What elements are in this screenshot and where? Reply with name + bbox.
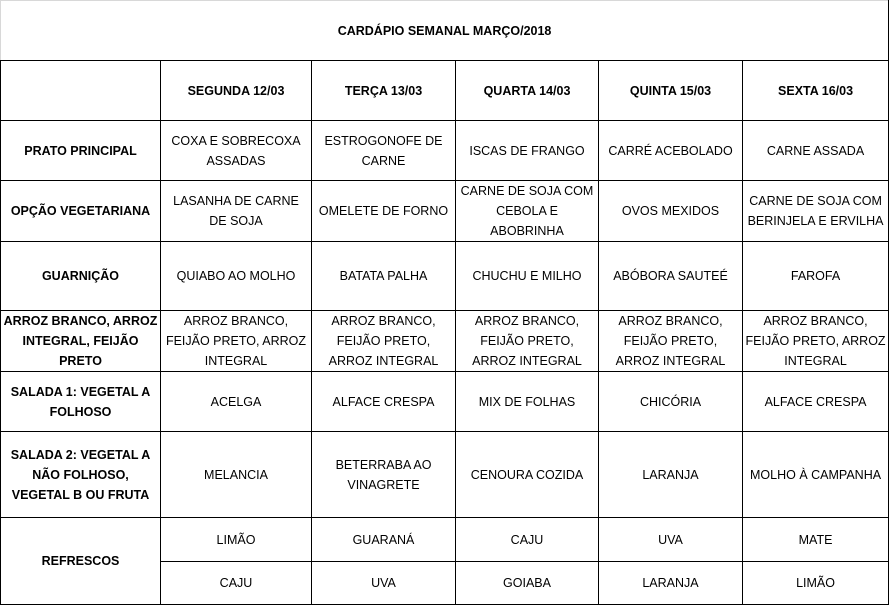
- menu-item-cell: LARANJA: [598, 431, 743, 518]
- menu-item-cell: LASANHA DE CARNE DE SOJA: [160, 180, 312, 242]
- menu-item-cell: QUIABO AO MOLHO: [160, 241, 312, 311]
- menu-item-cell: BATATA PALHA: [311, 241, 456, 311]
- menu-item-cell: FAROFA: [741, 241, 890, 311]
- menu-item-cell: ESTROGONOFE DE CARNE: [311, 120, 456, 181]
- menu-title: CARDÁPIO SEMANAL MARÇO/2018: [0, 0, 890, 61]
- menu-item-cell: ISCAS DE FRANGO: [455, 120, 599, 181]
- refresco-cell: LARANJA: [598, 561, 743, 605]
- refresco-cell: MATE: [741, 517, 890, 562]
- menu-item-cell: CARNE DE SOJA COM BERINJELA E ERVILHA: [741, 180, 890, 242]
- refresco-cell: CAJU: [455, 517, 599, 562]
- row-label: REFRESCOS: [0, 517, 161, 605]
- row-label: SALADA 1: VEGETAL A FOLHOSO: [0, 371, 161, 432]
- row-label: GUARNIÇÃO: [0, 241, 161, 311]
- menu-item-cell: ARROZ BRANCO, FEIJÃO PRETO, ARROZ INTEGR…: [598, 310, 743, 372]
- menu-row: PRATO PRINCIPAL COXA E SOBRECOXA ASSADAS E…: [0, 120, 890, 181]
- menu-row: OPÇÃO VEGETARIANA LASANHA DE CARNE DE SOJ…: [0, 180, 890, 242]
- corner-cell: [0, 60, 161, 121]
- menu-item-cell: BETERRABA AO VINAGRETE: [311, 431, 456, 518]
- menu-item-cell: ABÓBORA SAUTEÉ: [598, 241, 743, 311]
- menu-item-cell: MELANCIA: [160, 431, 312, 518]
- refresco-cell: LIMÃO: [741, 561, 890, 605]
- day-header: SEXTA 16/03: [741, 60, 890, 121]
- menu-row: ARROZ BRANCO, ARROZ INTEGRAL, FEIJÃO PRE…: [0, 310, 890, 372]
- menu-item-cell: CARNE DE SOJA COM CEBOLA E ABOBRINHA: [455, 180, 599, 242]
- menu-item-cell: ACELGA: [160, 371, 312, 432]
- row-label: SALADA 2: VEGETAL A NÃO FOLHOSO, VEGETAL…: [0, 431, 161, 518]
- menu-item-cell: OVOS MEXIDOS: [598, 180, 743, 242]
- menu-item-cell: ALFACE CRESPA: [311, 371, 456, 432]
- day-header: SEGUNDA 12/03: [160, 60, 312, 121]
- menu-item-cell: ALFACE CRESPA: [741, 371, 890, 432]
- menu-item-cell: ARROZ BRANCO, FEIJÃO PRETO, ARROZ INTEGR…: [741, 310, 890, 372]
- row-label: OPÇÃO VEGETARIANA: [0, 180, 161, 242]
- day-header: TERÇA 13/03: [311, 60, 456, 121]
- menu-item-cell: CARNE ASSADA: [741, 120, 890, 181]
- refrescos-row-2: CAJU UVA GOIABA LARANJA LIMÃO: [1, 561, 890, 605]
- menu-item-cell: ARROZ BRANCO, FEIJÃO PRETO, ARROZ INTEGR…: [311, 310, 456, 372]
- menu-item-cell: OMELETE DE FORNO: [311, 180, 456, 242]
- menu-row: SALADA 1: VEGETAL A FOLHOSO ACELGA ALFACE …: [0, 371, 890, 432]
- menu-item-cell: CARRÉ ACEBOLADO: [598, 120, 743, 181]
- menu-row: GUARNIÇÃO QUIABO AO MOLHO BATATA PALHA CHUC…: [0, 241, 890, 311]
- refresco-cell: CAJU: [160, 561, 312, 605]
- menu-item-cell: COXA E SOBRECOXA ASSADAS: [160, 120, 312, 181]
- menu-item-cell: ARROZ BRANCO, FEIJÃO PRETO, ARROZ INTEGR…: [455, 310, 599, 372]
- menu-item-cell: CENOURA COZIDA: [455, 431, 599, 518]
- day-header-row: SEGUNDA 12/03 TERÇA 13/03 QUARTA 14/03 QUIN…: [0, 60, 890, 121]
- refresco-cell: LIMÃO: [160, 517, 312, 562]
- menu-item-cell: MIX DE FOLHAS: [455, 371, 599, 432]
- row-label: ARROZ BRANCO, ARROZ INTEGRAL, FEIJÃO PRE…: [0, 310, 161, 372]
- refresco-cell: UVA: [311, 561, 456, 605]
- menu-row: SALADA 2: VEGETAL A NÃO FOLHOSO, VEGETAL…: [0, 431, 890, 518]
- menu-item-cell: CHUCHU E MILHO: [455, 241, 599, 311]
- menu-item-cell: CHICÓRIA: [598, 371, 743, 432]
- menu-item-cell: ARROZ BRANCO, FEIJÃO PRETO, ARROZ INTEGR…: [160, 310, 312, 372]
- refrescos-row-1: REFRESCOS LIMÃO GUARANÁ CAJU UVA MATE: [0, 517, 890, 605]
- refresco-cell: UVA: [598, 517, 743, 562]
- day-header: QUARTA 14/03: [455, 60, 599, 121]
- menu-item-cell: MOLHO À CAMPANHA: [741, 431, 890, 518]
- refresco-cell: GOIABA: [455, 561, 599, 605]
- title-row: CARDÁPIO SEMANAL MARÇO/2018: [0, 0, 890, 61]
- day-header: QUINTA 15/03: [598, 60, 743, 121]
- row-label: PRATO PRINCIPAL: [0, 120, 161, 181]
- refresco-cell: GUARANÁ: [311, 517, 456, 562]
